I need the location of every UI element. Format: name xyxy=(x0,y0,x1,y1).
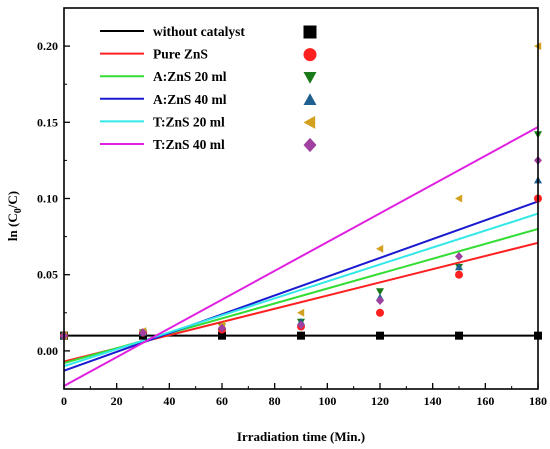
marker-triangle-down xyxy=(303,72,317,84)
marker-square xyxy=(218,331,226,340)
legend-label: A:ZnS 20 ml xyxy=(153,69,227,84)
legend-label: A:ZnS 40 ml xyxy=(153,92,227,107)
y-tick-label: 0.00 xyxy=(37,344,58,358)
marker-circle xyxy=(376,308,384,317)
marker-diamond xyxy=(297,320,305,330)
x-tick-label: 0 xyxy=(61,394,67,408)
x-tick-label: 60 xyxy=(216,394,228,408)
x-tick-label: 140 xyxy=(424,394,442,408)
marker-triangle-left xyxy=(297,308,305,317)
marker-triangle-up xyxy=(303,93,317,105)
x-axis-title: Irradiation time (Min.) xyxy=(237,429,365,444)
marker-diamond xyxy=(218,323,226,333)
fit-line xyxy=(64,212,538,368)
marker-triangle-left xyxy=(455,194,463,203)
x-tick-label: 100 xyxy=(318,394,336,408)
y-axis-title: ln (C0/C) xyxy=(5,191,24,241)
legend: without catalyst Pure ZnS A:ZnS 20 ml A:ZnS… xyxy=(100,24,317,153)
y-tick-label: 0.10 xyxy=(37,192,58,206)
marker-triangle-left xyxy=(376,244,384,253)
marker-circle xyxy=(455,270,463,279)
marker-square xyxy=(376,331,384,340)
marker-diamond xyxy=(455,252,463,261)
fit-lines xyxy=(64,126,538,387)
x-tick-label: 80 xyxy=(269,394,281,408)
marker-square xyxy=(303,25,317,39)
y-tick-label: 0.15 xyxy=(37,115,58,129)
y-tick-label: 0.05 xyxy=(37,268,58,282)
marker-diamond xyxy=(376,296,384,306)
y-axis-title-main: ln (C xyxy=(5,213,20,241)
marker-triangle-up xyxy=(455,263,463,271)
marker-square xyxy=(455,331,463,340)
legend-label: without catalyst xyxy=(153,24,245,39)
x-tick-label: 120 xyxy=(371,394,389,408)
marker-triangle-down xyxy=(376,288,384,296)
x-tick-label: 20 xyxy=(111,394,123,408)
x-tick-label: 160 xyxy=(476,394,494,408)
fit-line xyxy=(64,200,538,372)
marker-square xyxy=(297,331,305,340)
marker-diamond xyxy=(303,137,317,153)
y-axis-title-tail: /C) xyxy=(5,191,20,209)
y-tick-label: 0.20 xyxy=(37,39,58,53)
x-tick-label: 40 xyxy=(163,394,175,408)
axes: 0 20 40 60 80 100 120 140 160 180 0.00 0.05 0.10 0.15… xyxy=(37,7,547,408)
legend-label: T:ZnS 20 ml xyxy=(153,114,225,129)
legend-label: T:ZnS 40 ml xyxy=(153,137,225,152)
y-axis-title-sub: 0 xyxy=(13,208,24,213)
marker-diamond xyxy=(139,328,147,338)
fit-line xyxy=(64,126,538,387)
x-tick-label: 180 xyxy=(529,394,547,408)
marker-circle xyxy=(303,48,317,62)
legend-label: Pure ZnS xyxy=(153,47,208,62)
marker-triangle-left xyxy=(303,115,316,129)
